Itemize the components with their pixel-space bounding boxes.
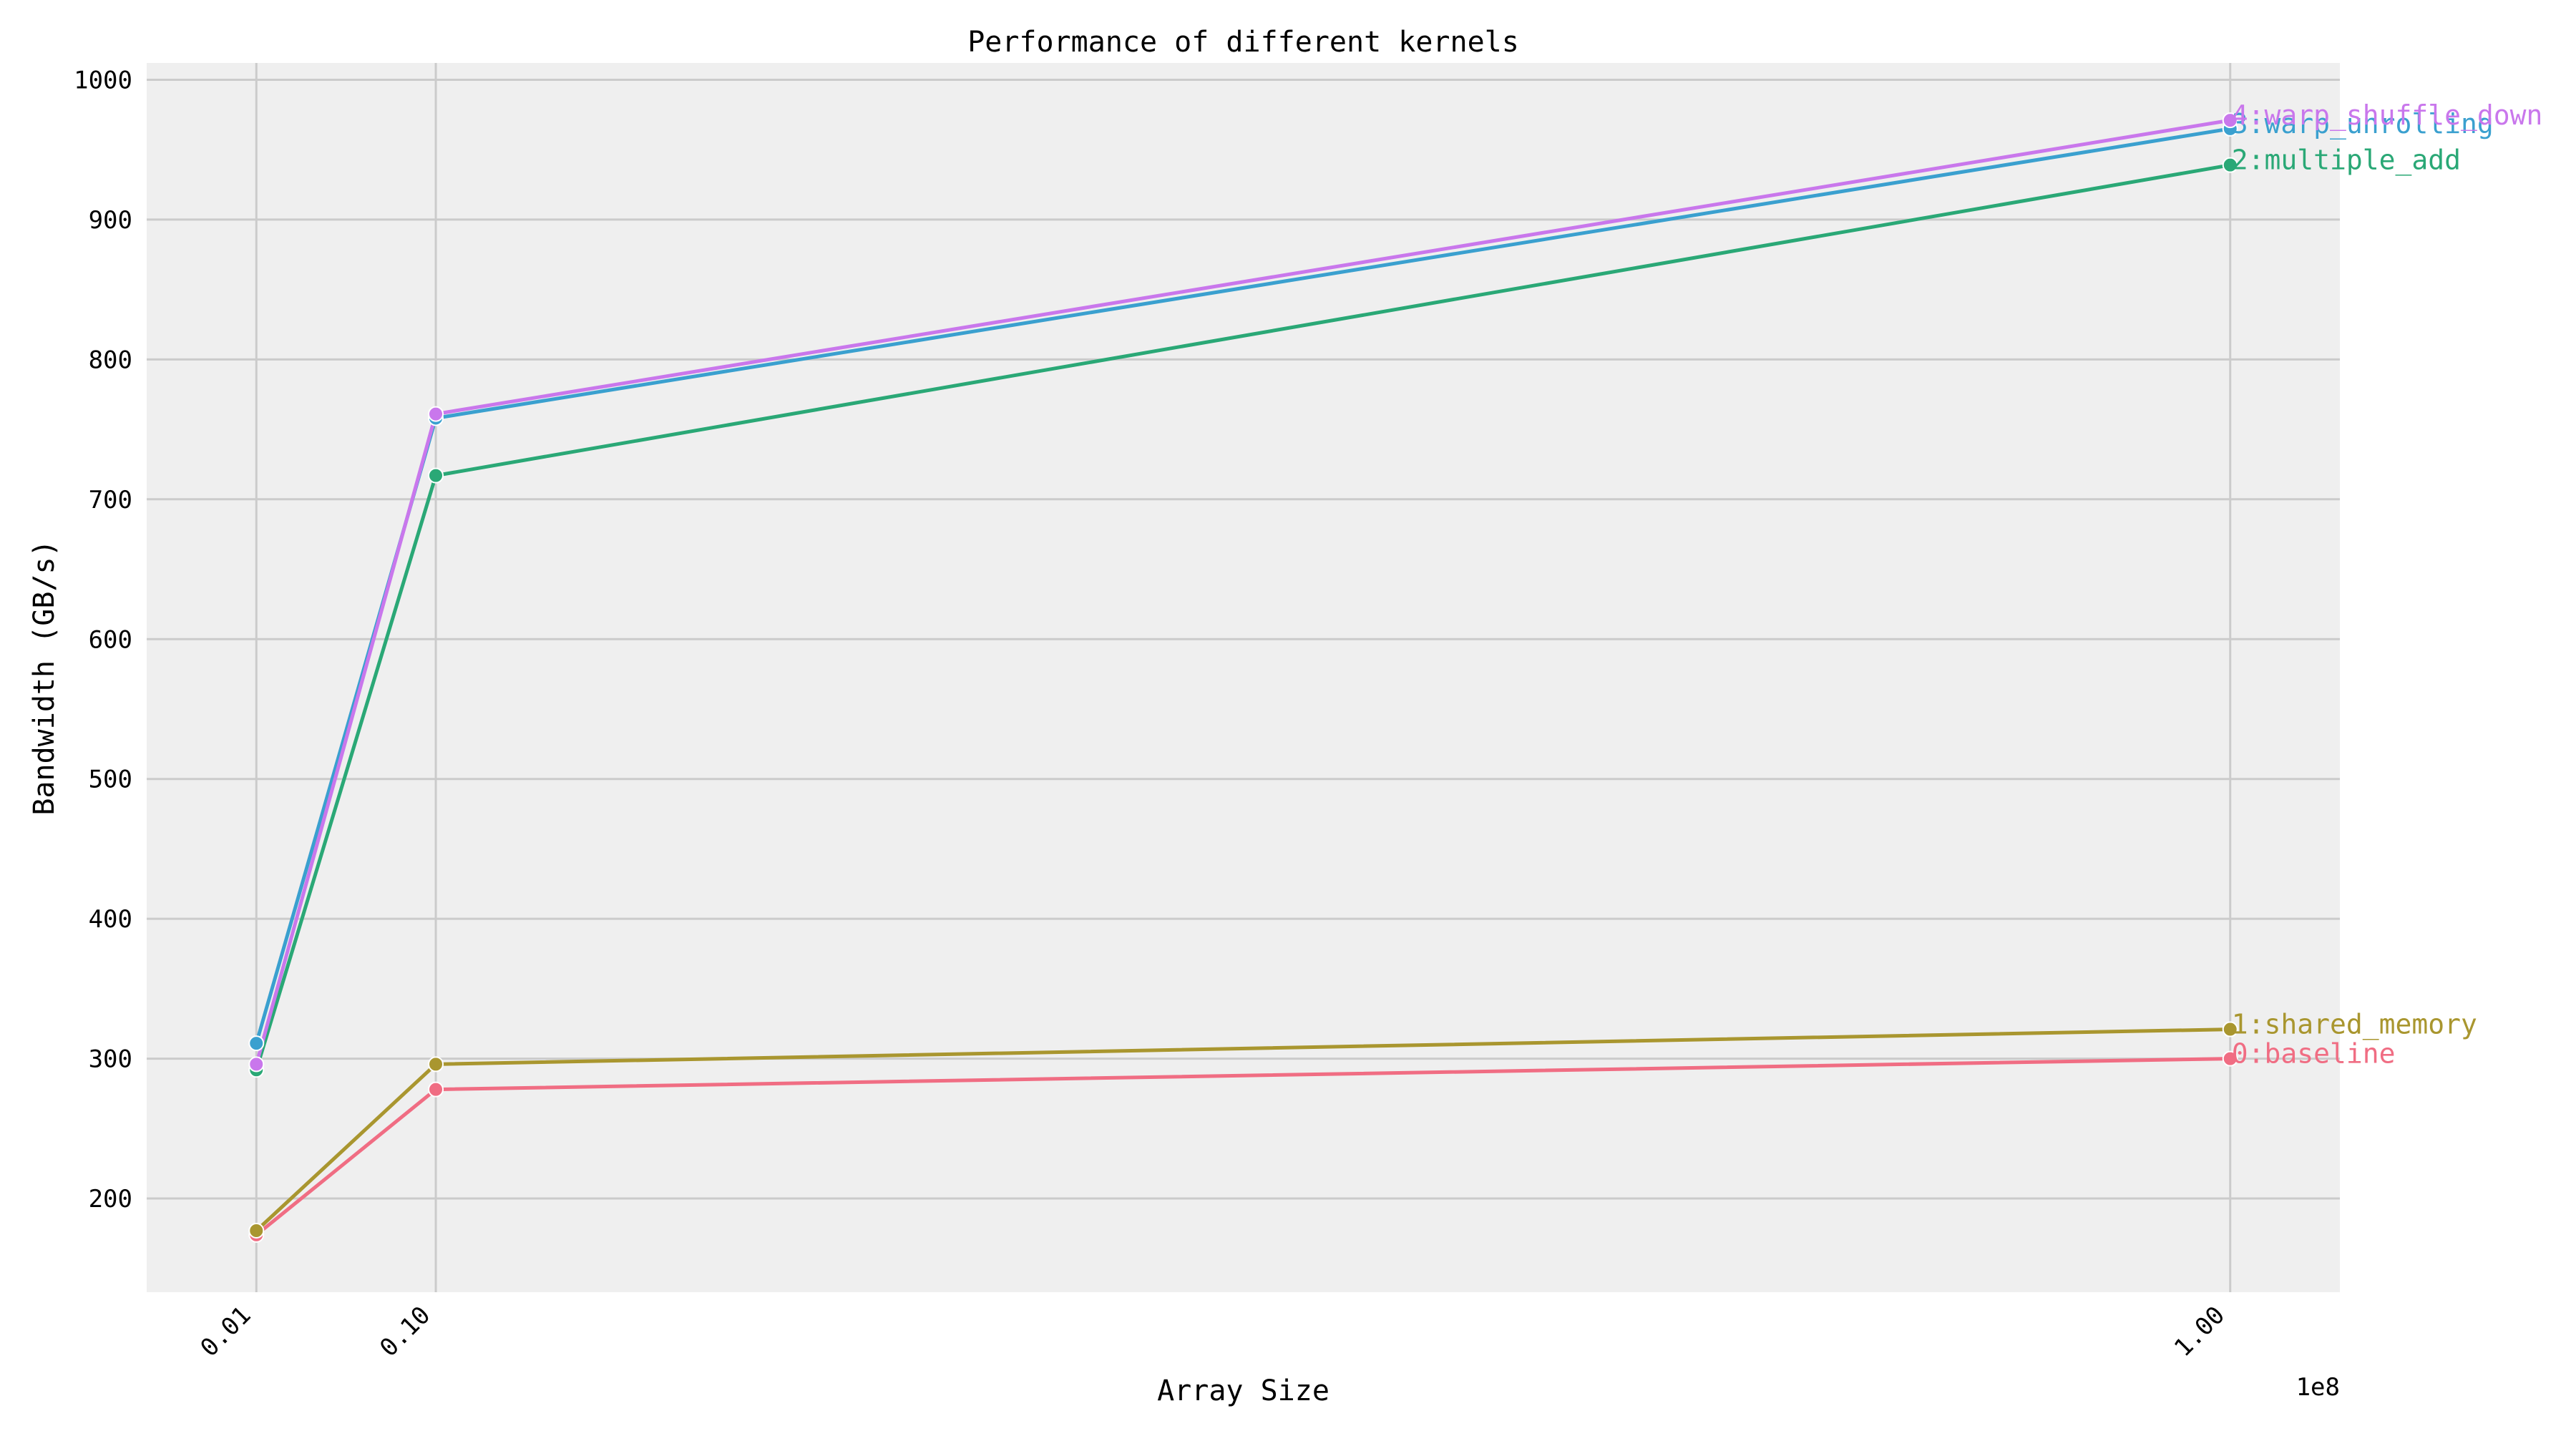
series-points (248, 112, 2238, 1243)
y-tick-label: 600 (89, 625, 132, 654)
y-tick-label: 1000 (74, 66, 132, 94)
x-axis-ticks: 0.01 0.10 1.00 (195, 1301, 2230, 1362)
data-point (248, 1223, 265, 1239)
data-point (2222, 1021, 2238, 1037)
series-label: 4:warp_shuffle_down (2232, 99, 2543, 132)
data-point (428, 1081, 444, 1098)
x-axis-offset-label: 1e8 (2296, 1373, 2340, 1402)
y-tick-label: 200 (89, 1185, 132, 1213)
chart-title: Performance of different kernels (967, 26, 1519, 59)
series-label: 1:shared_memory (2232, 1009, 2477, 1041)
y-tick-label: 700 (89, 486, 132, 514)
series-label: 0:baseline (2232, 1038, 2396, 1070)
data-point (248, 1035, 265, 1052)
y-tick-label: 800 (89, 346, 132, 374)
series-label: 3:warp_unrolling (2232, 108, 2494, 140)
data-point (2222, 1050, 2238, 1067)
y-tick-label: 500 (89, 766, 132, 794)
data-point (428, 406, 444, 422)
y-axis-label: Bandwidth (GB/s) (28, 539, 61, 815)
y-axis-ticks: 200 300 400 500 600 700 800 900 1000 (74, 66, 132, 1213)
data-point (2222, 112, 2238, 129)
x-tick-label: 0.10 (374, 1301, 436, 1362)
series-label: 2:multiple_add (2232, 145, 2461, 177)
x-tick-label: 0.01 (195, 1301, 256, 1362)
grid-lines (147, 63, 2340, 1292)
data-point (2222, 157, 2238, 173)
x-tick-label: 1.00 (2169, 1301, 2230, 1362)
data-point (428, 467, 444, 484)
data-point (428, 1056, 444, 1073)
x-axis-label: Array Size (1157, 1374, 1330, 1407)
y-tick-label: 900 (89, 206, 132, 235)
y-tick-label: 300 (89, 1045, 132, 1074)
data-point (248, 1056, 265, 1073)
plot-area (147, 63, 2340, 1292)
y-tick-label: 400 (89, 905, 132, 934)
